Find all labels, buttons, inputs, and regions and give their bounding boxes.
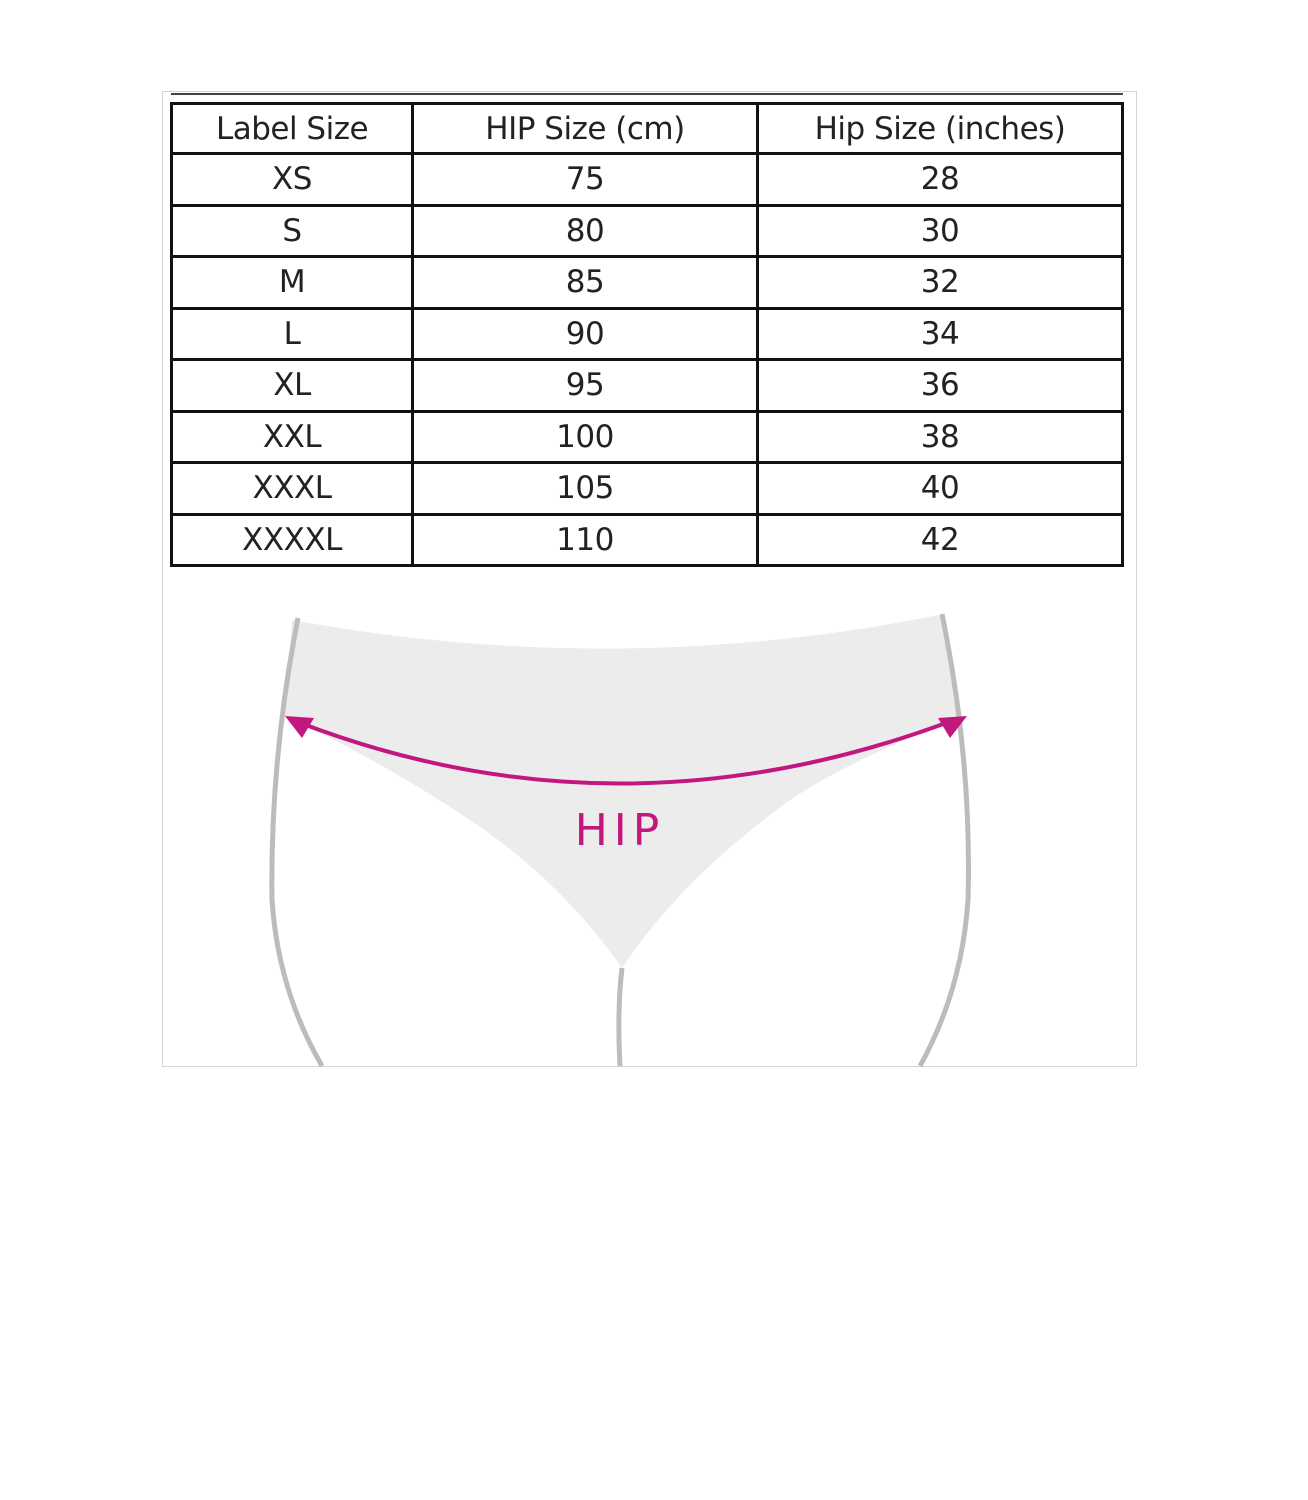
size-chart-frame — [162, 91, 1137, 1067]
cell-label-size: XXXL — [170, 461, 414, 516]
cell-hip-cm: 100 — [411, 409, 759, 464]
cell-hip-cm: 75 — [411, 152, 759, 207]
cell-hip-cm: 110 — [411, 512, 759, 567]
cell-hip-cm: 95 — [411, 358, 759, 413]
cell-label-size: XS — [170, 152, 414, 207]
header-hip-inches: Hip Size (inches) — [756, 102, 1124, 155]
left-leg-outline — [269, 617, 325, 1068]
cell-label-size: S — [170, 203, 414, 258]
inner-leg-line — [616, 967, 625, 1067]
header-label-size: Label Size — [170, 102, 414, 155]
cell-hip-inches: 42 — [756, 512, 1124, 567]
cell-hip-cm: 80 — [411, 203, 759, 258]
cell-hip-inches: 36 — [756, 358, 1124, 413]
table-row: XXXL 105 40 — [170, 461, 1124, 516]
cell-label-size: L — [170, 306, 414, 361]
table-row: S 80 30 — [170, 203, 1124, 258]
hip-label: HIP — [575, 805, 666, 856]
cell-label-size: XL — [170, 358, 414, 413]
arrow-right-icon — [938, 716, 967, 738]
table-row: XL 95 36 — [170, 358, 1124, 413]
table-row: XXXXL 110 42 — [170, 512, 1124, 567]
table-row: XS 75 28 — [170, 152, 1124, 207]
cell-label-size: M — [170, 255, 414, 310]
cell-hip-cm: 85 — [411, 255, 759, 310]
table-header-row: Label Size HIP Size (cm) Hip Size (inche… — [170, 102, 1124, 155]
cell-hip-inches: 30 — [756, 203, 1124, 258]
hip-size-table: Label Size HIP Size (cm) Hip Size (inche… — [170, 102, 1124, 567]
table-row: M 85 32 — [170, 255, 1124, 310]
cell-label-size: XXXXL — [170, 512, 414, 567]
table-row: L 90 34 — [170, 306, 1124, 361]
cell-hip-cm: 90 — [411, 306, 759, 361]
cell-label-size: XXL — [170, 409, 414, 464]
table-row: XXL 100 38 — [170, 409, 1124, 464]
hip-measure-arc — [297, 718, 955, 786]
cell-hip-inches: 32 — [756, 255, 1124, 310]
right-leg-outline — [917, 613, 971, 1068]
header-hip-cm: HIP Size (cm) — [411, 102, 759, 155]
table-top-rule — [171, 93, 1123, 95]
cell-hip-inches: 34 — [756, 306, 1124, 361]
cell-hip-inches: 38 — [756, 409, 1124, 464]
garment-shape — [285, 614, 962, 968]
cell-hip-cm: 105 — [411, 461, 759, 516]
cell-hip-inches: 28 — [756, 152, 1124, 207]
cell-hip-inches: 40 — [756, 461, 1124, 516]
arrow-left-icon — [285, 716, 314, 738]
